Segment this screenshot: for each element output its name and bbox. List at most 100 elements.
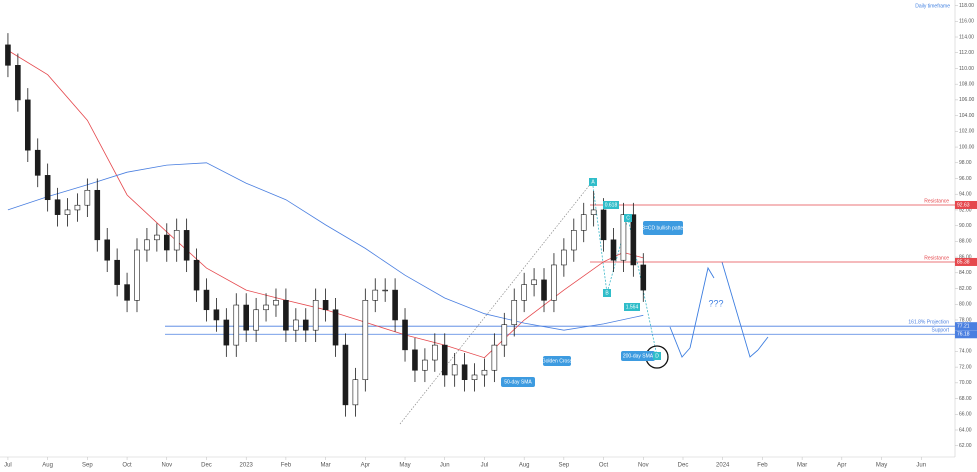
point-label: D <box>655 353 659 359</box>
candle-body <box>24 99 31 151</box>
level-value: 92.63 <box>957 202 970 208</box>
ratio-label: 0.618 <box>605 202 618 208</box>
point-box <box>589 178 597 186</box>
candle-body <box>392 289 398 321</box>
x-tick-label: Mar <box>797 463 807 469</box>
x-tick-label: Sep <box>82 463 93 469</box>
level-value: 76.18 <box>957 332 970 338</box>
y-tick-label: 110.00 <box>959 66 974 72</box>
candle-body <box>561 249 567 266</box>
candle-body <box>193 259 200 291</box>
projection-arrow <box>669 326 691 358</box>
candle-body <box>302 319 309 331</box>
candle-body <box>422 359 428 371</box>
candle-body <box>382 289 388 292</box>
candle-body <box>144 239 150 251</box>
candle-body <box>342 344 349 406</box>
candle-body <box>600 209 607 241</box>
callout-box <box>501 377 535 387</box>
candle-body <box>84 189 91 206</box>
ratio-label: 1.564 <box>626 304 639 310</box>
y-tick-label: 102.00 <box>959 129 975 135</box>
point-box <box>603 289 611 297</box>
x-tick-label: Jul <box>4 463 12 469</box>
x-tick-label: Apr <box>837 463 846 469</box>
point-box <box>624 214 632 222</box>
candle-body <box>471 374 478 381</box>
y-tick-label: 118.00 <box>959 3 974 9</box>
candle-body <box>620 214 627 261</box>
x-tick-label: 2024 <box>716 463 730 469</box>
candle-body <box>322 300 329 311</box>
level-name: Resistance <box>924 255 949 261</box>
candle-body <box>372 289 379 301</box>
candle-body <box>283 300 289 331</box>
projection-arrow <box>689 266 715 349</box>
candle-body <box>163 234 170 251</box>
callout: Golden Cross <box>542 358 573 364</box>
y-tick-label: 92.00 <box>959 207 972 213</box>
x-tick-label: Jul <box>481 463 489 469</box>
level-value: 85.38 <box>957 259 970 265</box>
level-tag <box>955 322 977 331</box>
level-tag <box>955 200 977 209</box>
point-label: A <box>591 179 595 185</box>
candle-body <box>511 300 518 325</box>
y-tick-label: 82.00 <box>959 286 972 292</box>
y-tick-label: 88.00 <box>959 239 972 245</box>
callout-box <box>543 356 571 366</box>
y-tick-label: 98.00 <box>959 160 972 166</box>
candle-body <box>610 239 617 261</box>
candle-body <box>5 44 11 66</box>
y-tick-label: 104.00 <box>959 113 975 119</box>
x-tick-label: Nov <box>638 463 649 469</box>
y-tick-label: 62.00 <box>959 443 972 449</box>
candle-body <box>154 234 160 241</box>
y-tick-label: 116.00 <box>959 19 974 25</box>
y-tick-label: 80.00 <box>959 302 972 308</box>
x-tick-label: Oct <box>599 463 609 469</box>
candle-body <box>521 284 527 301</box>
candle-body <box>491 344 498 371</box>
point-box <box>653 352 661 360</box>
level-name: Support <box>931 328 949 334</box>
ratio-box <box>624 303 640 311</box>
x-tick-label: Sep <box>559 463 570 469</box>
y-tick-label: 70.00 <box>959 380 972 386</box>
candle-body <box>134 249 140 301</box>
y-tick-label: 84.00 <box>959 270 972 276</box>
candle-body <box>74 204 81 211</box>
y-tick-label: 78.00 <box>959 317 972 323</box>
candle-body <box>402 319 408 351</box>
x-tick-label: 2023 <box>240 463 254 469</box>
y-tick-label: 94.00 <box>959 192 972 198</box>
projection-arrow <box>721 261 759 358</box>
candle-body <box>461 364 468 381</box>
x-tick-label: May <box>399 463 410 469</box>
callout: AB=CD bullish pattern <box>638 225 688 231</box>
candle-body <box>531 279 537 285</box>
level-value: 77.21 <box>957 324 970 330</box>
question: ??? <box>708 298 723 308</box>
callout: 200-day SMA <box>623 353 654 359</box>
x-tick-label: Aug <box>519 463 530 469</box>
x-tick-label: May <box>876 463 887 469</box>
candle-body <box>551 264 557 301</box>
x-tick-label: Feb <box>281 463 292 469</box>
trend-line <box>399 181 593 425</box>
candle-body <box>253 309 259 331</box>
candle-body <box>352 379 359 406</box>
candle-body <box>630 214 637 266</box>
candle-body <box>54 199 61 215</box>
ratio-box <box>603 201 619 209</box>
candle-body <box>243 304 249 331</box>
callout-box <box>643 221 683 235</box>
candle-body <box>124 284 130 301</box>
candle-body <box>173 230 180 251</box>
candle-body <box>223 319 230 346</box>
x-tick-label: Apr <box>361 463 370 469</box>
candle-body <box>640 264 647 291</box>
